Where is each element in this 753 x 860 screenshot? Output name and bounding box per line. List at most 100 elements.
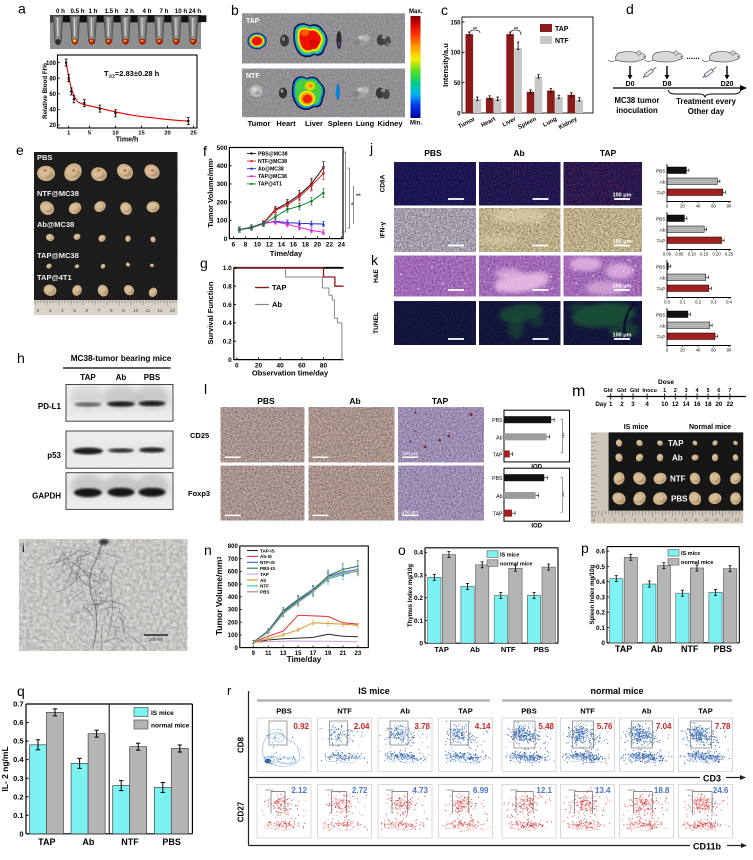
svg-text:TAP@MC38: TAP@MC38 xyxy=(258,174,287,180)
svg-text:0: 0 xyxy=(235,363,239,370)
svg-text:Ab: Ab xyxy=(272,300,282,309)
svg-text:TAP: TAP xyxy=(260,572,269,577)
svg-text:9: 9 xyxy=(675,518,677,522)
svg-text:0.5: 0.5 xyxy=(13,737,23,746)
svg-text:Inocu: Inocu xyxy=(642,388,656,394)
svg-text:*: * xyxy=(351,203,354,209)
svg-text:9: 9 xyxy=(122,308,125,313)
svg-text:0.2: 0.2 xyxy=(414,595,423,602)
svg-text:0.0: 0.0 xyxy=(664,300,670,305)
svg-text:Relative Blood FI%: Relative Blood FI% xyxy=(42,63,49,119)
svg-text:r: r xyxy=(227,683,232,698)
svg-text:CD27: CD27 xyxy=(237,801,246,822)
svg-text:Gld: Gld xyxy=(630,388,639,394)
svg-text:NTF: NTF xyxy=(670,475,686,484)
svg-text:p53: p53 xyxy=(47,451,61,460)
svg-text:NTF: NTF xyxy=(580,707,595,716)
svg-text:CD11b: CD11b xyxy=(693,842,722,852)
svg-text:0.6: 0.6 xyxy=(13,718,23,727)
svg-text:h: h xyxy=(17,350,25,366)
svg-text:PBS: PBS xyxy=(162,837,181,847)
svg-text:0.20: 0.20 xyxy=(713,252,722,257)
svg-text:IOD: IOD xyxy=(531,465,542,471)
svg-text:0.1: 0.1 xyxy=(13,811,23,820)
svg-text:Time/day: Time/day xyxy=(270,249,303,258)
svg-text:6: 6 xyxy=(232,242,236,249)
svg-text:Observation time/day: Observation time/day xyxy=(252,369,329,378)
svg-text:4 h: 4 h xyxy=(143,8,152,15)
svg-text:PBS@MC38: PBS@MC38 xyxy=(258,151,288,157)
svg-text:Ab-IS: Ab-IS xyxy=(260,554,272,559)
svg-text:Other day: Other day xyxy=(688,107,725,116)
svg-text:0.7: 0.7 xyxy=(13,700,23,709)
svg-text:j: j xyxy=(369,140,373,156)
svg-text:TAP: TAP xyxy=(657,239,666,245)
svg-text:TAP: TAP xyxy=(493,512,503,518)
svg-text:normal mice: normal mice xyxy=(681,560,713,566)
svg-text:0.1: 0.1 xyxy=(596,625,605,632)
svg-text:80: 80 xyxy=(727,348,732,353)
svg-text:Tumor: Tumor xyxy=(248,119,271,128)
svg-text:0.4: 0.4 xyxy=(726,300,732,305)
svg-text:TAP-IS: TAP-IS xyxy=(260,548,275,553)
svg-text:16: 16 xyxy=(694,401,701,408)
svg-text:Ab: Ab xyxy=(82,837,94,847)
svg-text:6: 6 xyxy=(86,308,89,313)
svg-text:80: 80 xyxy=(320,363,328,370)
svg-text:15: 15 xyxy=(295,651,302,657)
svg-text:6.99: 6.99 xyxy=(473,786,489,795)
svg-text:TUNEL: TUNEL xyxy=(373,312,380,334)
svg-text:normal mice: normal mice xyxy=(590,686,643,696)
svg-text:PBS: PBS xyxy=(656,217,666,223)
svg-text:5: 5 xyxy=(73,308,76,313)
svg-text:Ab: Ab xyxy=(470,645,480,654)
svg-text:Tumor Volume/mm3: Tumor Volume/mm3 xyxy=(214,557,224,636)
svg-text:5: 5 xyxy=(634,518,636,522)
svg-text:0.4: 0.4 xyxy=(223,320,232,327)
svg-text:NTF: NTF xyxy=(260,584,269,589)
svg-text:11: 11 xyxy=(265,651,272,657)
svg-text:1: 1 xyxy=(663,388,666,394)
svg-text:TAP@MC38: TAP@MC38 xyxy=(37,251,79,260)
svg-text:NTF: NTF xyxy=(501,645,516,654)
svg-text:Intensity/a.u: Intensity/a.u xyxy=(441,43,450,87)
svg-text:1.5 h: 1.5 h xyxy=(104,8,118,15)
svg-text:Time/h: Time/h xyxy=(116,137,138,144)
svg-text:800: 800 xyxy=(228,544,239,550)
svg-text:**: ** xyxy=(356,194,361,200)
svg-text:o: o xyxy=(398,542,406,558)
svg-text:d: d xyxy=(626,1,634,17)
svg-text:20: 20 xyxy=(255,363,263,370)
svg-text:Ab: Ab xyxy=(642,707,652,716)
svg-text:600: 600 xyxy=(228,570,239,576)
svg-text:500: 500 xyxy=(228,582,239,588)
svg-text:TAP: TAP xyxy=(38,837,55,847)
svg-text:Liver: Liver xyxy=(305,119,323,128)
svg-text:8: 8 xyxy=(110,308,113,313)
svg-text:Heart: Heart xyxy=(276,119,296,128)
svg-text:10: 10 xyxy=(112,131,118,137)
svg-text:Foxp3: Foxp3 xyxy=(188,489,210,498)
svg-text:Gld: Gld xyxy=(617,388,626,394)
svg-text:PBS: PBS xyxy=(714,644,733,654)
svg-text:0: 0 xyxy=(228,357,232,364)
svg-text:0.4: 0.4 xyxy=(13,755,24,764)
svg-text:PBS: PBS xyxy=(656,169,666,175)
svg-text:***: *** xyxy=(562,491,567,497)
svg-text:6: 6 xyxy=(717,388,720,394)
svg-text:0.10: 0.10 xyxy=(688,252,697,257)
svg-text:22: 22 xyxy=(326,242,334,249)
svg-text:NTF: NTF xyxy=(681,644,699,654)
svg-text:0: 0 xyxy=(666,204,669,209)
svg-text:IOD: IOD xyxy=(531,524,542,530)
svg-text:15: 15 xyxy=(138,131,145,137)
svg-text:Kidney: Kidney xyxy=(377,119,403,128)
svg-text:24.6: 24.6 xyxy=(713,786,729,795)
svg-text:100: 100 xyxy=(46,61,57,67)
svg-text:PBS-IS: PBS-IS xyxy=(260,566,275,571)
svg-text:PBS: PBS xyxy=(257,396,275,406)
svg-text:300: 300 xyxy=(217,181,228,188)
svg-text:3: 3 xyxy=(631,401,635,408)
svg-text:Ab: Ab xyxy=(496,435,502,441)
svg-text:100 μm: 100 μm xyxy=(613,333,632,339)
